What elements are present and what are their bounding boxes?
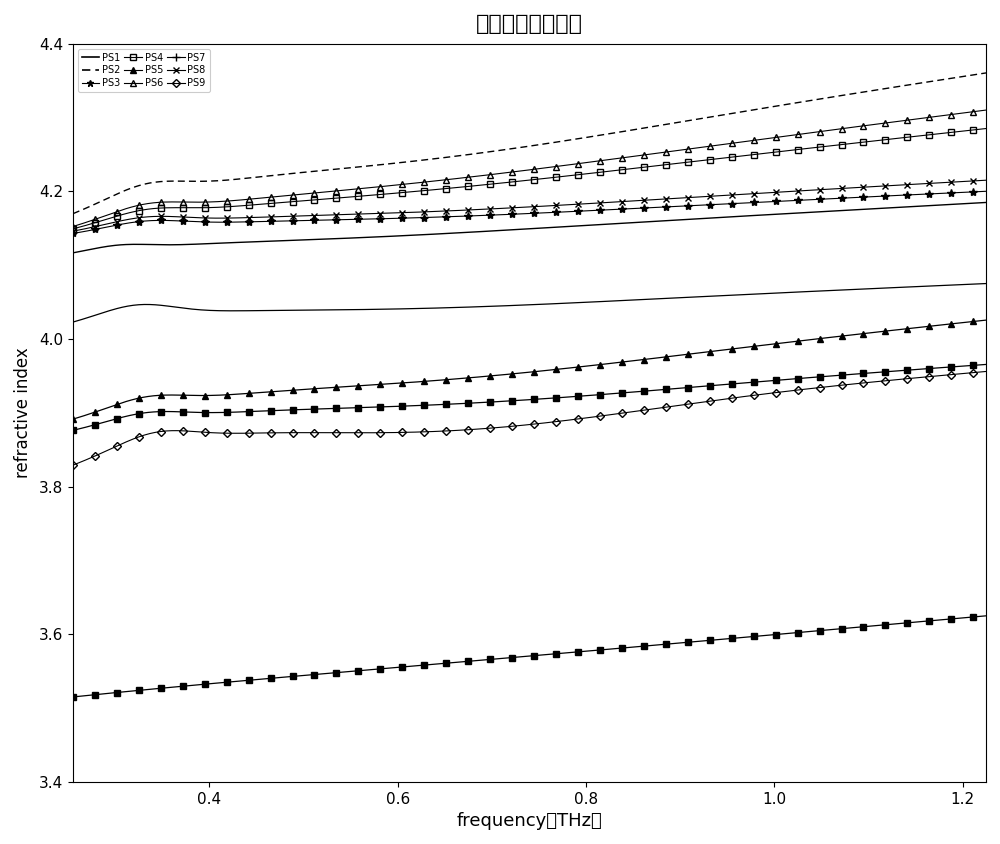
X-axis label: frequency（THz）: frequency（THz） <box>457 812 602 830</box>
Title: 实折射率光学参数: 实折射率光学参数 <box>476 14 583 34</box>
Legend: PS1, PS2, PS3, PS4, PS5, PS6, PS7, PS8, PS9: PS1, PS2, PS3, PS4, PS5, PS6, PS7, PS8, … <box>78 49 210 92</box>
Y-axis label: refractive index: refractive index <box>14 348 32 479</box>
